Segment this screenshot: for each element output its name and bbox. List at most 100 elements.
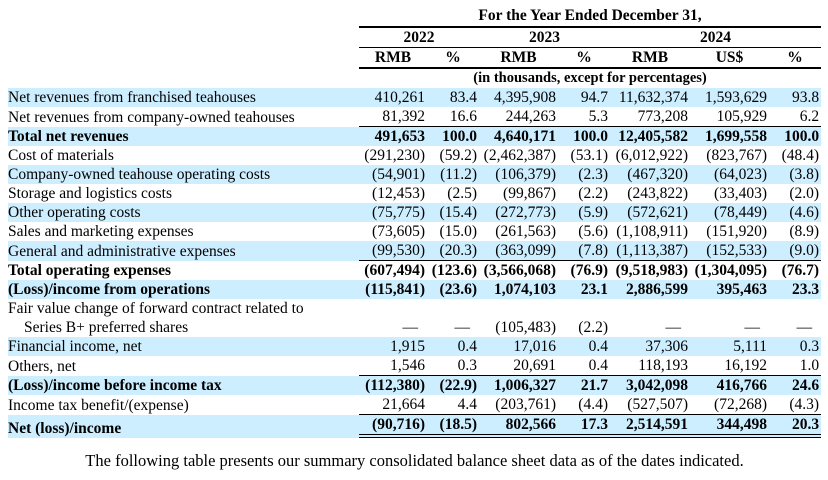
data-cell: (152,533) bbox=[690, 241, 769, 261]
cell-value: (15.0) bbox=[439, 223, 477, 240]
period-spanner: For the Year Ended December 31, bbox=[359, 6, 822, 28]
data-cell: (5.9) bbox=[558, 203, 610, 222]
column-header: % bbox=[558, 48, 610, 69]
table-body: Net revenues from franchised teahouses 41… bbox=[8, 88, 822, 438]
column-header-label: RMB bbox=[479, 48, 558, 69]
data-cell: 4,640,171 bbox=[479, 127, 558, 146]
cell-value: (72,268) bbox=[690, 395, 769, 415]
cell-value: (572,621) bbox=[627, 204, 688, 221]
row-label-text: Total net revenues bbox=[8, 128, 129, 145]
data-cell: (1,304,095) bbox=[690, 261, 769, 280]
year-group-header-2023: 2023 bbox=[479, 28, 610, 48]
data-cell: (272,773) bbox=[479, 203, 558, 222]
data-cell: 20.3 bbox=[769, 415, 822, 438]
cell-value: (1,108,911) bbox=[616, 223, 688, 240]
cell-value: 416,766 bbox=[716, 377, 767, 394]
cell-value: (5.9) bbox=[578, 204, 608, 221]
column-header: % bbox=[769, 48, 822, 69]
data-cell: (2.2) bbox=[558, 299, 610, 337]
data-cell: (72,268) bbox=[690, 395, 769, 415]
column-header: RMB bbox=[359, 48, 427, 69]
cell-value: (22.9) bbox=[439, 377, 477, 394]
cell-value: 3,042,098 bbox=[626, 377, 688, 394]
data-cell: 5.3 bbox=[558, 107, 610, 127]
table-row: Net revenues from franchised teahouses 41… bbox=[8, 88, 822, 107]
cell-value: 0.3 bbox=[799, 338, 820, 355]
cell-value: (64,023) bbox=[714, 166, 767, 183]
data-cell: (12,453) bbox=[359, 184, 427, 203]
data-cell: (291,230) bbox=[359, 146, 427, 165]
row-label-text: (Loss)/income before income tax bbox=[8, 377, 222, 394]
row-label-text: Storage and logistics costs bbox=[8, 185, 173, 202]
data-cell: 21,664 bbox=[359, 395, 427, 415]
data-cell: (9,518,983) bbox=[610, 261, 690, 280]
data-cell: (5.6) bbox=[558, 222, 610, 241]
data-cell: 344,498 bbox=[690, 415, 769, 438]
data-cell: 23.1 bbox=[558, 280, 610, 299]
row-label: Total operating expenses bbox=[8, 261, 359, 280]
data-cell: 4.4 bbox=[427, 395, 479, 415]
spacer-cell bbox=[8, 28, 359, 48]
data-cell: (123.6) bbox=[427, 261, 479, 280]
row-label: Storage and logistics costs bbox=[8, 184, 359, 203]
cell-value: 0.3 bbox=[427, 356, 479, 376]
cell-value: 21.7 bbox=[580, 377, 608, 394]
data-cell: (8.9) bbox=[769, 222, 821, 241]
table-row: Company-owned teahouse operating costs (5… bbox=[8, 165, 822, 184]
units-note-cell: (in thousands, except for percentages) bbox=[359, 69, 821, 88]
data-cell: (76.9) bbox=[558, 261, 610, 280]
cell-value: (99,530) bbox=[359, 241, 427, 261]
data-cell: 1,593,629 bbox=[690, 88, 769, 107]
data-cell: (3,566,068) bbox=[479, 261, 558, 280]
column-header-label: RMB bbox=[610, 48, 690, 69]
cell-value: (12,453) bbox=[372, 185, 425, 202]
data-cell: (105,483) bbox=[479, 299, 558, 337]
row-label: Cost of materials bbox=[8, 146, 359, 165]
column-header-label: RMB bbox=[359, 48, 427, 69]
data-cell: 1,074,103 bbox=[479, 280, 558, 299]
cell-value: (15.4) bbox=[439, 204, 477, 221]
row-label: Financial income, net bbox=[8, 337, 359, 356]
cell-value: (2,462,387) bbox=[483, 147, 556, 164]
cell-value: (291,230) bbox=[364, 147, 425, 164]
data-cell: (112,380) bbox=[359, 376, 427, 395]
table-row: Fair value change of forward contract re… bbox=[8, 299, 821, 337]
cell-value: (272,773) bbox=[495, 204, 556, 221]
cell-value: (2.2) bbox=[578, 319, 608, 336]
data-cell: 773,208 bbox=[610, 107, 690, 127]
data-cell: 81,392 bbox=[359, 107, 427, 127]
data-cell: (106,379) bbox=[479, 165, 558, 184]
spacer-cell bbox=[8, 69, 359, 88]
data-cell: (20.3) bbox=[427, 241, 479, 261]
data-cell: 802,566 bbox=[479, 415, 558, 438]
cell-value: 1,006,327 bbox=[494, 377, 556, 394]
table-row: Income tax benefit/(expense) 21,664 4.4 (20… bbox=[8, 395, 822, 415]
cell-value: 0.4 bbox=[588, 338, 608, 355]
cell-value: — bbox=[454, 319, 471, 336]
cell-value: — bbox=[796, 319, 813, 336]
row-label: Company-owned teahouse operating costs bbox=[8, 165, 359, 184]
data-cell: (99,867) bbox=[479, 184, 558, 203]
cell-value: (3.8) bbox=[789, 166, 820, 183]
row-label: (Loss)/income from operations bbox=[8, 280, 359, 299]
data-cell: — bbox=[427, 299, 479, 337]
data-cell: 11,632,374 bbox=[610, 88, 690, 107]
row-label: General and administrative expenses bbox=[8, 241, 359, 261]
cell-value: (2.0) bbox=[789, 185, 820, 202]
cell-value: 244,263 bbox=[479, 107, 558, 127]
units-row: (in thousands, except for percentages) bbox=[8, 69, 821, 88]
cell-value: 1,915 bbox=[390, 338, 425, 355]
cell-value: (112,380) bbox=[365, 377, 425, 394]
cell-value: 5,111 bbox=[733, 338, 767, 355]
data-cell: (33,403) bbox=[690, 184, 769, 203]
cell-value: 4,640,171 bbox=[494, 128, 556, 145]
row-label-text: Income tax benefit/(expense) bbox=[8, 397, 189, 414]
table-row: Total operating expenses (607,494) (123.6)… bbox=[8, 261, 821, 280]
data-cell: 410,261 bbox=[359, 88, 427, 107]
income-statement-table: For the Year Ended December 31, 2022 2023… bbox=[8, 6, 822, 438]
column-header-label: US$ bbox=[690, 48, 769, 69]
cell-value: 1,074,103 bbox=[494, 281, 556, 298]
row-label: Net revenues from franchised teahouses bbox=[8, 88, 359, 107]
cell-value: (3,566,068) bbox=[483, 262, 556, 279]
row-label-text: Net revenues from franchised teahouses bbox=[8, 89, 256, 106]
